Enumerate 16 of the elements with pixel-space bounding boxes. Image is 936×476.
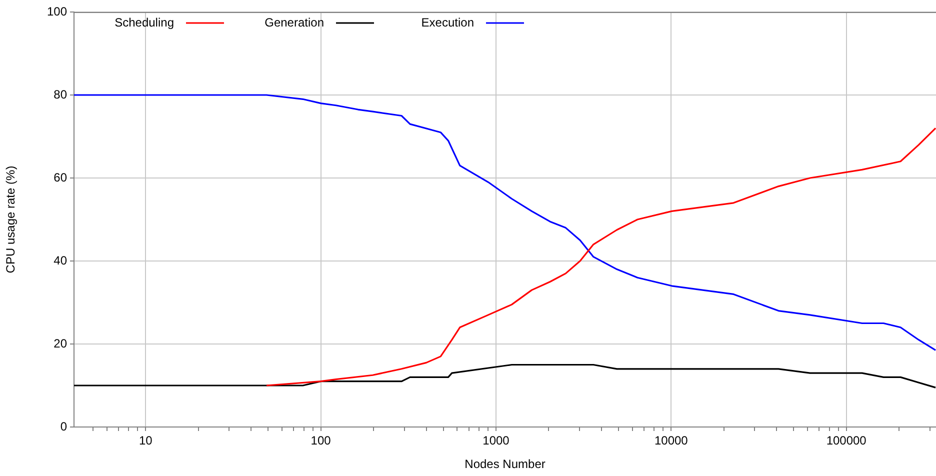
y-tick-label: 20 <box>54 336 68 350</box>
x-tick-label: 100 <box>310 434 332 448</box>
x-tick-label: 10 <box>138 434 153 448</box>
y-tick-label: 60 <box>54 170 68 184</box>
legend-label: Scheduling <box>114 15 174 30</box>
legend-label: Execution <box>421 15 474 30</box>
x-tick-label: 1000 <box>482 434 510 448</box>
y-tick-label: 0 <box>60 419 68 434</box>
legend-label: Generation <box>264 15 324 30</box>
y-tick-label: 100 <box>46 4 68 18</box>
x-tick-label: 10000 <box>654 434 688 448</box>
y-axis-title: CPU usage rate (%) <box>4 166 18 274</box>
x-axis-title: Nodes Number <box>464 457 546 472</box>
y-tick-label: 80 <box>54 87 68 102</box>
x-tick-label: 100000 <box>826 434 867 448</box>
y-tick-label: 40 <box>54 253 68 268</box>
